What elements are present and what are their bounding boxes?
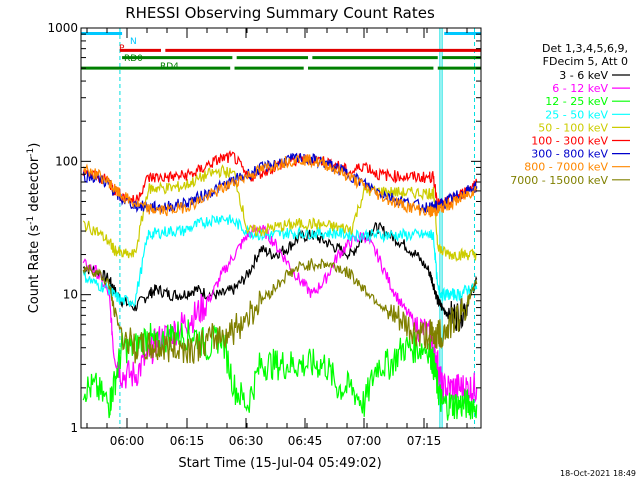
y-axis-label-main: Count Rate (s: [27, 225, 42, 314]
x-tick-label-4: 07:00: [347, 434, 382, 448]
series-line-7: [83, 154, 478, 218]
y-tick-label-0: 1: [70, 421, 78, 435]
y-axis-label-mid: detector: [27, 156, 42, 216]
legend-header-1: FDecim 5, Att 0: [543, 55, 628, 68]
legend-entry-0: 3 - 6 keV: [559, 69, 608, 82]
legend-entry-5: 100 - 300 keV: [531, 135, 608, 148]
x-axis-label: Start Time (15-Jul-04 05:49:02): [178, 456, 381, 471]
series-line-5: [82, 150, 478, 210]
y-axis-label-sup2: -1: [26, 148, 36, 157]
x-tick-label-1: 06:15: [170, 434, 205, 448]
legend-entry-1: 6 - 12 keV: [552, 82, 608, 95]
series-line-2: [82, 319, 478, 421]
legend-header-0: Det 1,3,4,5,6,9,: [542, 42, 628, 55]
legend-entry-6: 300 - 800 keV: [531, 148, 608, 161]
x-tick-label-5: 07:15: [407, 434, 442, 448]
series-line-8: [82, 258, 478, 364]
y-tick-label-1: 10: [63, 288, 78, 302]
y-axis-label-sup: -1: [26, 216, 36, 225]
chart-title: RHESSI Observing Summary Count Rates: [125, 4, 435, 22]
y-axis-ticks: 1 10 100 1000: [47, 21, 481, 435]
timestamp: 18-Oct-2021 18:49: [560, 469, 636, 478]
legend-entry-8: 7000 - 15000 keV: [510, 174, 608, 187]
flag-label-RD4: RD4: [160, 62, 179, 72]
x-axis-ticks: 06:00 06:15 06:30 06:45 07:00 07:15: [86, 28, 468, 448]
plot-frame: [80, 27, 482, 429]
flag-label-RD0: RD0: [124, 54, 143, 64]
series-line-4: [82, 164, 478, 263]
legend-entry-7: 800 - 7000 keV: [524, 161, 608, 174]
y-tick-label-3: 1000: [47, 21, 78, 35]
series-line-3: [82, 214, 478, 308]
y-axis-label: Count Rate (s-1 detector-1): [26, 143, 42, 314]
x-tick-label-3: 06:45: [288, 434, 323, 448]
x-tick-label-0: 06:00: [110, 434, 145, 448]
x-tick-label-2: 06:30: [229, 434, 264, 448]
legend: Det 1,3,4,5,6,9,FDecim 5, Att 03 - 6 keV…: [510, 42, 630, 187]
legend-entry-3: 25 - 50 keV: [545, 108, 608, 121]
legend-entry-4: 50 - 100 keV: [538, 121, 608, 134]
legend-entry-2: 12 - 25 keV: [545, 95, 608, 108]
flag-label-P: P: [119, 44, 125, 54]
series-line-0: [82, 221, 478, 333]
flag-label-N: N: [130, 37, 137, 47]
y-tick-label-2: 100: [55, 154, 78, 168]
y-axis-label-end: ): [27, 143, 42, 148]
